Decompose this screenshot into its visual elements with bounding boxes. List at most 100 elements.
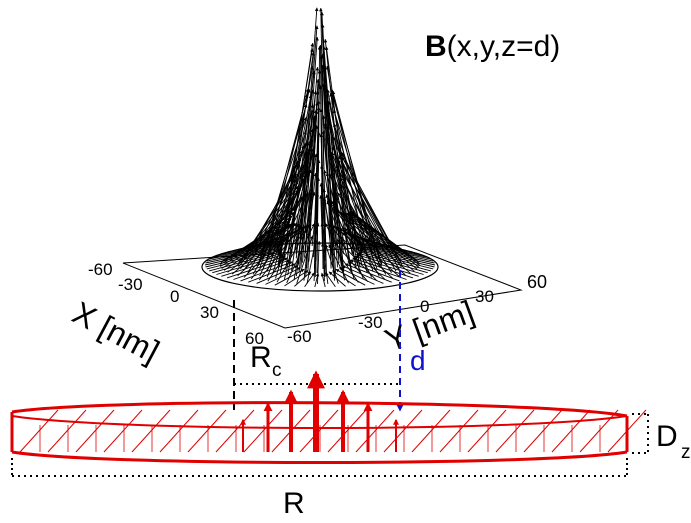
field-arrow <box>333 200 373 278</box>
nanodisk <box>10 370 647 464</box>
field-arrow <box>259 142 308 268</box>
field-arrow <box>304 272 315 288</box>
field-arrow <box>284 108 315 270</box>
hatch-line <box>495 409 535 453</box>
hatch-line <box>467 409 507 453</box>
x-axis-ticks: -60 -30 0 30 60 <box>88 260 264 348</box>
x-axis-label: X [nm] <box>67 294 166 369</box>
field-arrow <box>354 255 419 277</box>
field-arrow <box>316 45 322 262</box>
field-arrow <box>320 11 334 262</box>
field-arrow <box>308 79 321 262</box>
field-base-ring <box>201 242 439 292</box>
hatch-line <box>47 409 87 453</box>
field-arrow <box>321 65 342 267</box>
field-arrow <box>226 257 288 279</box>
r-dimension: R <box>11 458 628 520</box>
hatch-line <box>551 409 591 453</box>
field-arrow <box>300 36 319 268</box>
y-tick-label: 0 <box>420 297 429 316</box>
field-arrow <box>283 51 315 262</box>
x-tick-label: 0 <box>170 287 179 306</box>
d-distance-marker: d <box>396 270 426 412</box>
field-arrow <box>329 92 368 258</box>
field-arrow <box>306 238 318 284</box>
d-label: d <box>410 345 426 376</box>
hatch-line <box>439 409 479 453</box>
title-bold-b: B <box>425 30 447 63</box>
field-arrow <box>306 78 320 269</box>
y-tick-label: 30 <box>475 287 494 306</box>
field-arrow <box>322 188 336 281</box>
field-arrow <box>324 244 339 284</box>
dz-dimension: D z <box>632 413 691 463</box>
hatch-line <box>327 409 367 453</box>
magnetization-arrows <box>240 370 399 452</box>
field-arrow <box>333 109 383 265</box>
hatch-line <box>159 409 199 453</box>
field-arrow <box>326 107 363 266</box>
field-arrow <box>328 271 346 287</box>
title-arguments: (x,y,z=d) <box>447 30 561 63</box>
hatch-line <box>607 409 647 453</box>
field-arrow <box>335 268 366 286</box>
x-tick-label: 30 <box>200 303 219 322</box>
y-tick-label: -30 <box>358 313 383 332</box>
hatch-line <box>243 409 283 453</box>
hatch-line <box>131 409 171 453</box>
field-arrow <box>276 229 308 283</box>
field-arrow <box>317 240 321 285</box>
field-arrow <box>297 7 319 266</box>
field-title: B(x,y,z=d) <box>425 30 560 63</box>
field-arrow <box>346 223 406 276</box>
hatch-line <box>355 409 395 453</box>
field-arrow <box>279 42 314 263</box>
field-arrow <box>355 253 424 275</box>
dz-label: D <box>656 420 678 453</box>
field-arrow <box>329 151 368 273</box>
field-arrow <box>262 149 308 270</box>
field-arrow <box>272 88 311 258</box>
field-arrow <box>284 270 308 287</box>
field-arrow <box>326 112 361 268</box>
field-arrow <box>333 123 383 267</box>
field-arrow <box>320 272 326 288</box>
field-arrow <box>326 89 362 264</box>
field-arrow <box>347 261 400 282</box>
disk-hatching <box>19 409 647 453</box>
field-arrow <box>302 66 320 263</box>
hatch-line <box>103 409 143 453</box>
hatch-line <box>383 409 423 453</box>
r-label: R <box>283 487 305 520</box>
hatch-line <box>19 409 59 453</box>
x-tick-label: -60 <box>88 260 113 279</box>
field-arrow <box>319 7 327 262</box>
hatch-line <box>523 409 563 453</box>
x-tick-label: 60 <box>245 329 264 348</box>
field-arrow <box>298 25 319 265</box>
field-arrow <box>204 246 281 266</box>
hatch-line <box>579 409 619 453</box>
field-arrow <box>256 265 299 284</box>
y-axis-ticks: -60 -30 0 30 60 <box>287 272 547 346</box>
rc-dimension: R c <box>233 300 400 410</box>
y-tick-label: -60 <box>287 327 312 346</box>
field-arrow <box>338 267 375 285</box>
dz-subscript: z <box>681 442 691 463</box>
field-arrow <box>294 271 312 287</box>
field-arrow <box>352 257 414 279</box>
hatch-line <box>187 409 227 453</box>
x-tick-label: -30 <box>118 275 143 294</box>
field-arrow <box>265 267 302 285</box>
field-arrow <box>322 45 342 259</box>
field-arrow <box>341 162 402 268</box>
field-arrow <box>331 90 378 261</box>
field-arrow <box>257 130 307 267</box>
field-arrow <box>344 263 392 283</box>
field-arrow <box>341 156 403 266</box>
rc-label: R <box>250 341 272 374</box>
field-arrow <box>318 44 324 270</box>
hatch-line <box>75 409 115 453</box>
hatch-line <box>215 409 255 453</box>
